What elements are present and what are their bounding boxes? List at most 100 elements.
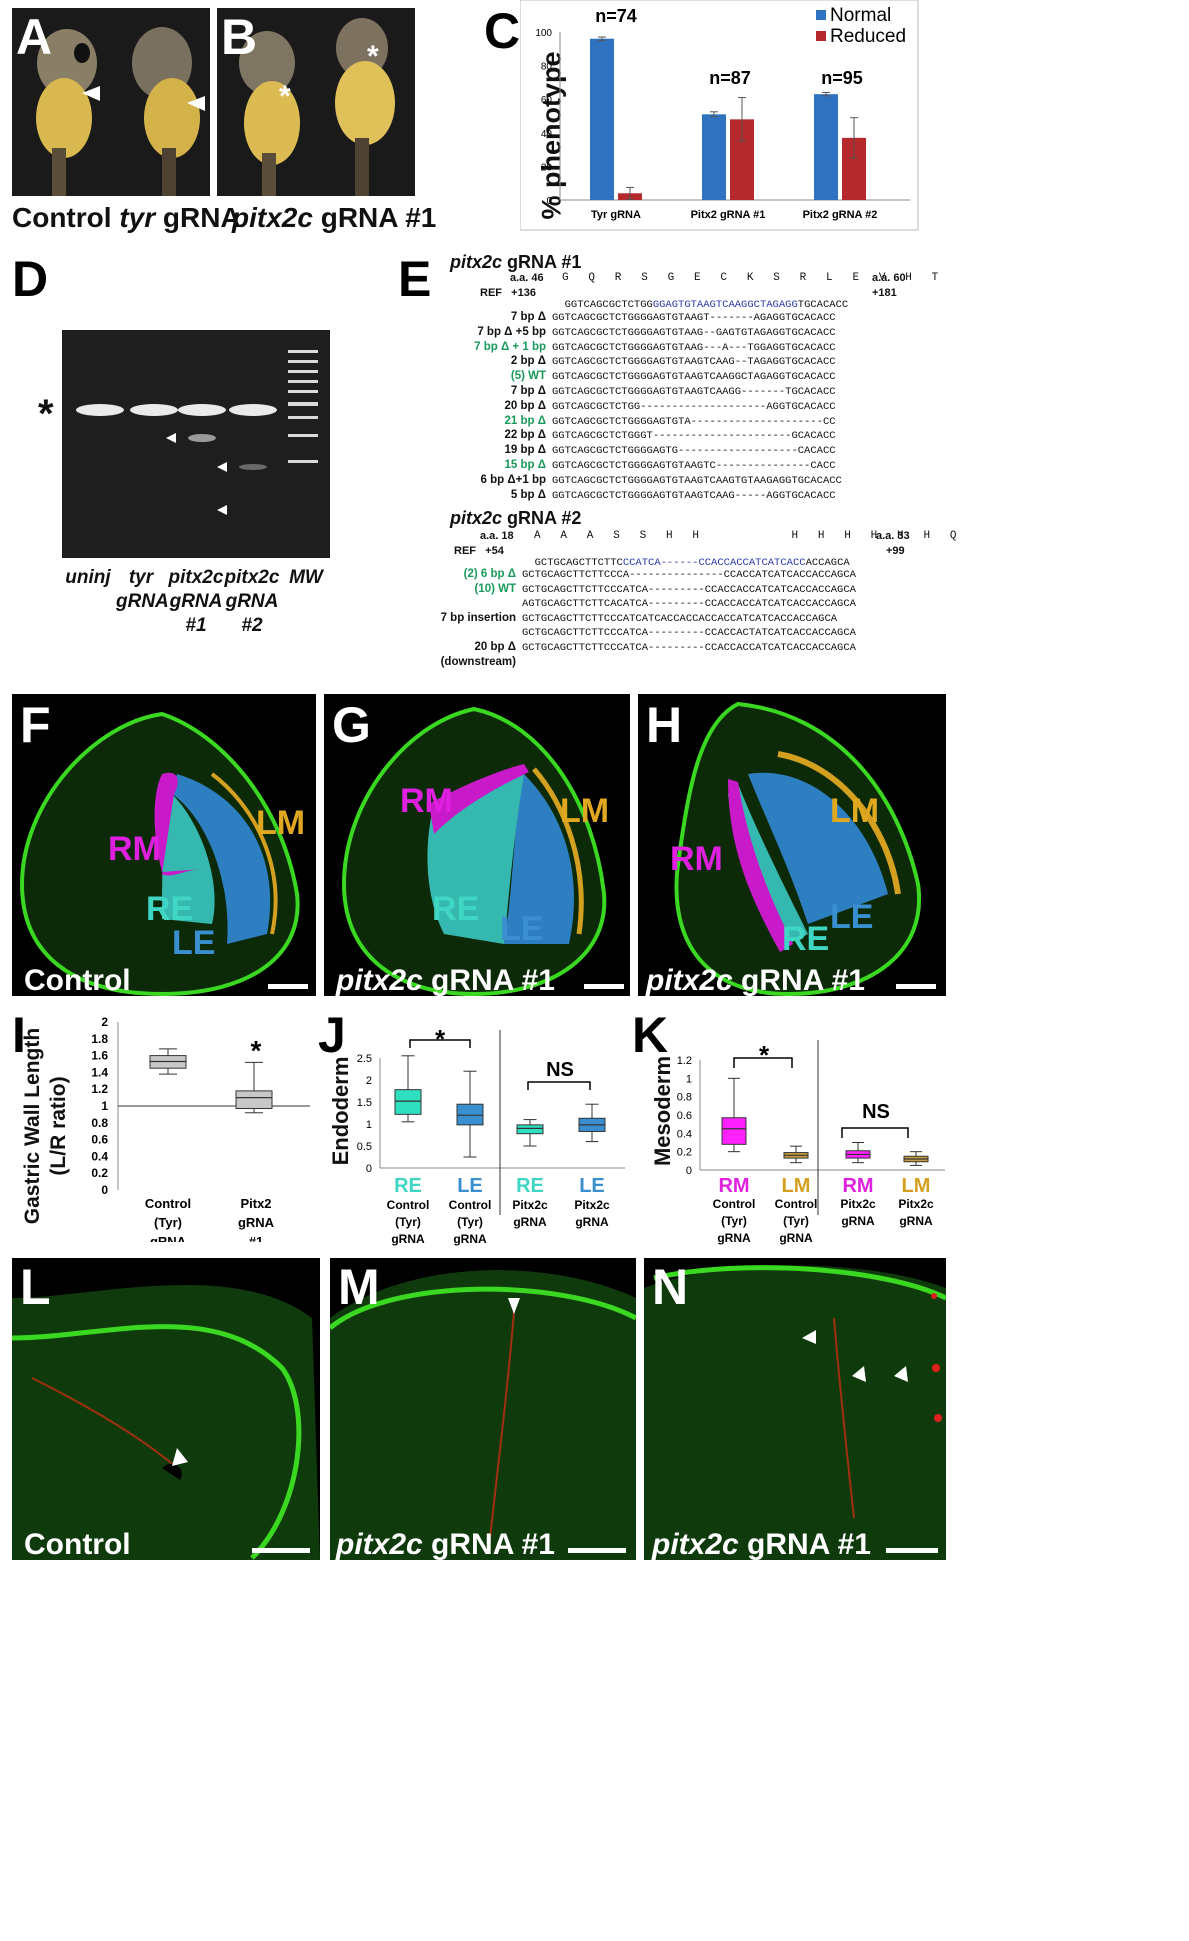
i-ytick: 2 bbox=[101, 1015, 108, 1029]
label-rm-h: RM bbox=[670, 840, 723, 878]
seq-row-sequence: GGTCAGCGCTCTGGGGAGTGTAAGTC--------------… bbox=[552, 460, 836, 472]
seq-row-label: 2 bp Δ bbox=[510, 355, 546, 368]
seq-row-sequence: GGTCAGCGCTCTGGGGAGTGTAAGTCAAGG-------TGC… bbox=[552, 386, 836, 398]
j-ns-label: NS bbox=[546, 1059, 574, 1081]
seq-row-label: (2) 6 bp Δ bbox=[463, 568, 516, 580]
panel-label-l: L bbox=[20, 1259, 51, 1315]
seq2-ref-label: REF +54 bbox=[454, 545, 504, 557]
j-group-sub: gRNA bbox=[391, 1232, 425, 1246]
j-ns-bracket bbox=[527, 1081, 591, 1090]
c-xtick: Tyr gRNA bbox=[591, 209, 641, 221]
seq2-aa-end: a.a. 33 bbox=[876, 530, 910, 542]
i-xtick: Control bbox=[145, 1196, 191, 1211]
c-n-label: n=87 bbox=[709, 68, 751, 88]
gel-lane-pitx2: pitx2c gRNA #2 bbox=[224, 567, 280, 636]
k-group-sub: gRNA bbox=[717, 1231, 751, 1245]
histology-f bbox=[19, 711, 300, 996]
label-lm-h: LM bbox=[830, 792, 880, 830]
j-group-label: LE bbox=[457, 1175, 483, 1197]
c-bar bbox=[590, 38, 614, 200]
seq-row-sequence: GGTCAGCGCTCTGGGGAGTGTAAG--GAGTGTAGAGGTGC… bbox=[552, 326, 836, 339]
seq-row-sequence: GGTCAGCGCTCTGGGGAGTGTAAGTCAAGTGTAAGAGGTG… bbox=[552, 474, 842, 487]
seq-row-label: 5 bp Δ bbox=[510, 488, 546, 501]
caption-control-f: Control bbox=[24, 964, 131, 997]
label-le-g: LE bbox=[500, 910, 544, 948]
seq-row-sequence: GGTCAGCGCTCTGGGGAGTGTAAGTCAAG-----AGGTGC… bbox=[552, 489, 836, 502]
panel-label-b: B bbox=[221, 9, 258, 65]
label-re-h: RE bbox=[782, 920, 830, 958]
c-legend-swatch bbox=[816, 10, 826, 20]
i-xtick: Pitx2 bbox=[240, 1196, 271, 1211]
k-ytick: 1.2 bbox=[677, 1055, 692, 1067]
caption-pitx-m: pitx2c gRNA #1 bbox=[336, 1528, 555, 1561]
seq-row-sequence: GCTGCAGCTTCTTCCCATCA---------CCACCACCATC… bbox=[522, 583, 856, 596]
k-group-sub: Pitx2c bbox=[840, 1197, 876, 1211]
k-ns-label: NS bbox=[862, 1101, 890, 1123]
panel-label-j: J bbox=[318, 1007, 346, 1063]
label-re-g: RE bbox=[432, 890, 480, 928]
c-legend-label: Normal bbox=[830, 5, 891, 26]
caption-control-tyr: Control tyr gRNA bbox=[12, 202, 241, 233]
gel-bands bbox=[62, 330, 330, 558]
c-legend-swatch bbox=[816, 31, 826, 41]
c-n-label: n=95 bbox=[821, 68, 863, 88]
seq-row-sequence: GCTGCAGCTTCTTCCCATCATCACCACCACCACCATCATC… bbox=[522, 612, 838, 625]
chart-i: 0 0.2 0.4 0.6 0.8 1 1.2 1.4 1.6 1.8 2 * Control (Tyr)… bbox=[91, 1015, 310, 1242]
seq-row-sequence: GGTCAGCGCTCTGGGGAGTGTA------------------… bbox=[552, 415, 836, 428]
panel-label-c: C bbox=[484, 3, 521, 59]
histology-g bbox=[341, 706, 607, 996]
i-ytick: 1 bbox=[101, 1099, 108, 1113]
chart-k: 00.20.40.60.811.2 *NSRMControl(Tyr)gRNALM… bbox=[677, 1040, 945, 1245]
seq-row-sequence: GGTCAGCGCTCTGGGGAGTGTAAGTCAAG--TAGAGGTGC… bbox=[552, 356, 836, 369]
i-ytick: 0.8 bbox=[91, 1116, 108, 1130]
seq2-aa-seq: A A A S S H H H H H H H H Q bbox=[534, 530, 957, 542]
c-ytick: 40 bbox=[541, 129, 553, 140]
j-ytick: 0 bbox=[366, 1163, 372, 1175]
panel-a-image bbox=[12, 8, 210, 196]
asterisk-b1: * bbox=[279, 80, 291, 113]
scalebar-m bbox=[568, 1548, 626, 1553]
caption-pitx2c-grna1: pitx2c gRNA #1 bbox=[232, 202, 437, 233]
k-group-sub: Pitx2c bbox=[898, 1197, 934, 1211]
k-group-sub: Control bbox=[713, 1197, 756, 1211]
gel-asterisk: * bbox=[38, 392, 54, 436]
k-group-label: LM bbox=[902, 1175, 931, 1197]
seq-row-sequence: GCTGCAGCTTCTTCCCATCA---------CCACCACCATC… bbox=[522, 642, 856, 654]
k-group-label: RM bbox=[842, 1175, 873, 1197]
i-significance: * bbox=[251, 1035, 262, 1066]
label-lm-f: LM bbox=[256, 804, 306, 842]
label-le-f: LE bbox=[172, 924, 216, 962]
caption-control-l: Control bbox=[24, 1528, 131, 1561]
seq-row-label: 19 bp Δ bbox=[504, 444, 547, 457]
seq-row-label: 7 bp Δ bbox=[510, 385, 546, 397]
j-group-sub: gRNA bbox=[513, 1215, 547, 1229]
seq-row-label: 6 bp Δ+1 bp bbox=[480, 473, 546, 486]
scalebar-n bbox=[886, 1548, 938, 1553]
seq2-ref: GCTGCAGCTTCTTCCCATCA------CCACCACCATCATC… bbox=[534, 557, 850, 569]
panel-label-m: M bbox=[338, 1259, 380, 1315]
gel-lane-uninj: uninj bbox=[65, 567, 111, 588]
c-ytick: 0 bbox=[546, 196, 552, 207]
caption-pitx-n: pitx2c gRNA #1 bbox=[652, 1528, 871, 1561]
k-group-sub: Control bbox=[775, 1197, 818, 1211]
k-group-sub: (Tyr) bbox=[721, 1214, 747, 1228]
panel-m-image bbox=[330, 1258, 636, 1560]
seq-row-label: (downstream) bbox=[440, 655, 516, 668]
c-ytick: 80 bbox=[541, 62, 553, 73]
j-group-label: LE bbox=[579, 1175, 605, 1197]
panel-b-image: * * bbox=[217, 8, 415, 196]
tadpole-illustration-b bbox=[239, 18, 395, 196]
seq-row-sequence: GGTCAGCGCTCTGGGGAGTGTAAG---A---TGGAGGTGC… bbox=[552, 341, 836, 354]
k-group-sub: gRNA bbox=[779, 1231, 813, 1245]
seq-row-sequence: AGTGCAGCTTCTTCACATCA---------CCACCACCATC… bbox=[522, 598, 856, 611]
k-group-sub: (Tyr) bbox=[783, 1214, 809, 1228]
seq-row-label: 7 bp Δ + 1 bp bbox=[474, 340, 546, 353]
c-bar bbox=[814, 94, 838, 200]
panel-l-image bbox=[12, 1258, 320, 1560]
i-ytick: 0 bbox=[101, 1183, 108, 1197]
c-legend-label: Reduced bbox=[830, 26, 906, 47]
panel-label-e: E bbox=[398, 251, 432, 307]
seq-row-label: 15 bp Δ bbox=[504, 459, 547, 471]
i-ytick: 1.6 bbox=[91, 1049, 108, 1063]
j-ytick: 0.5 bbox=[357, 1141, 372, 1153]
